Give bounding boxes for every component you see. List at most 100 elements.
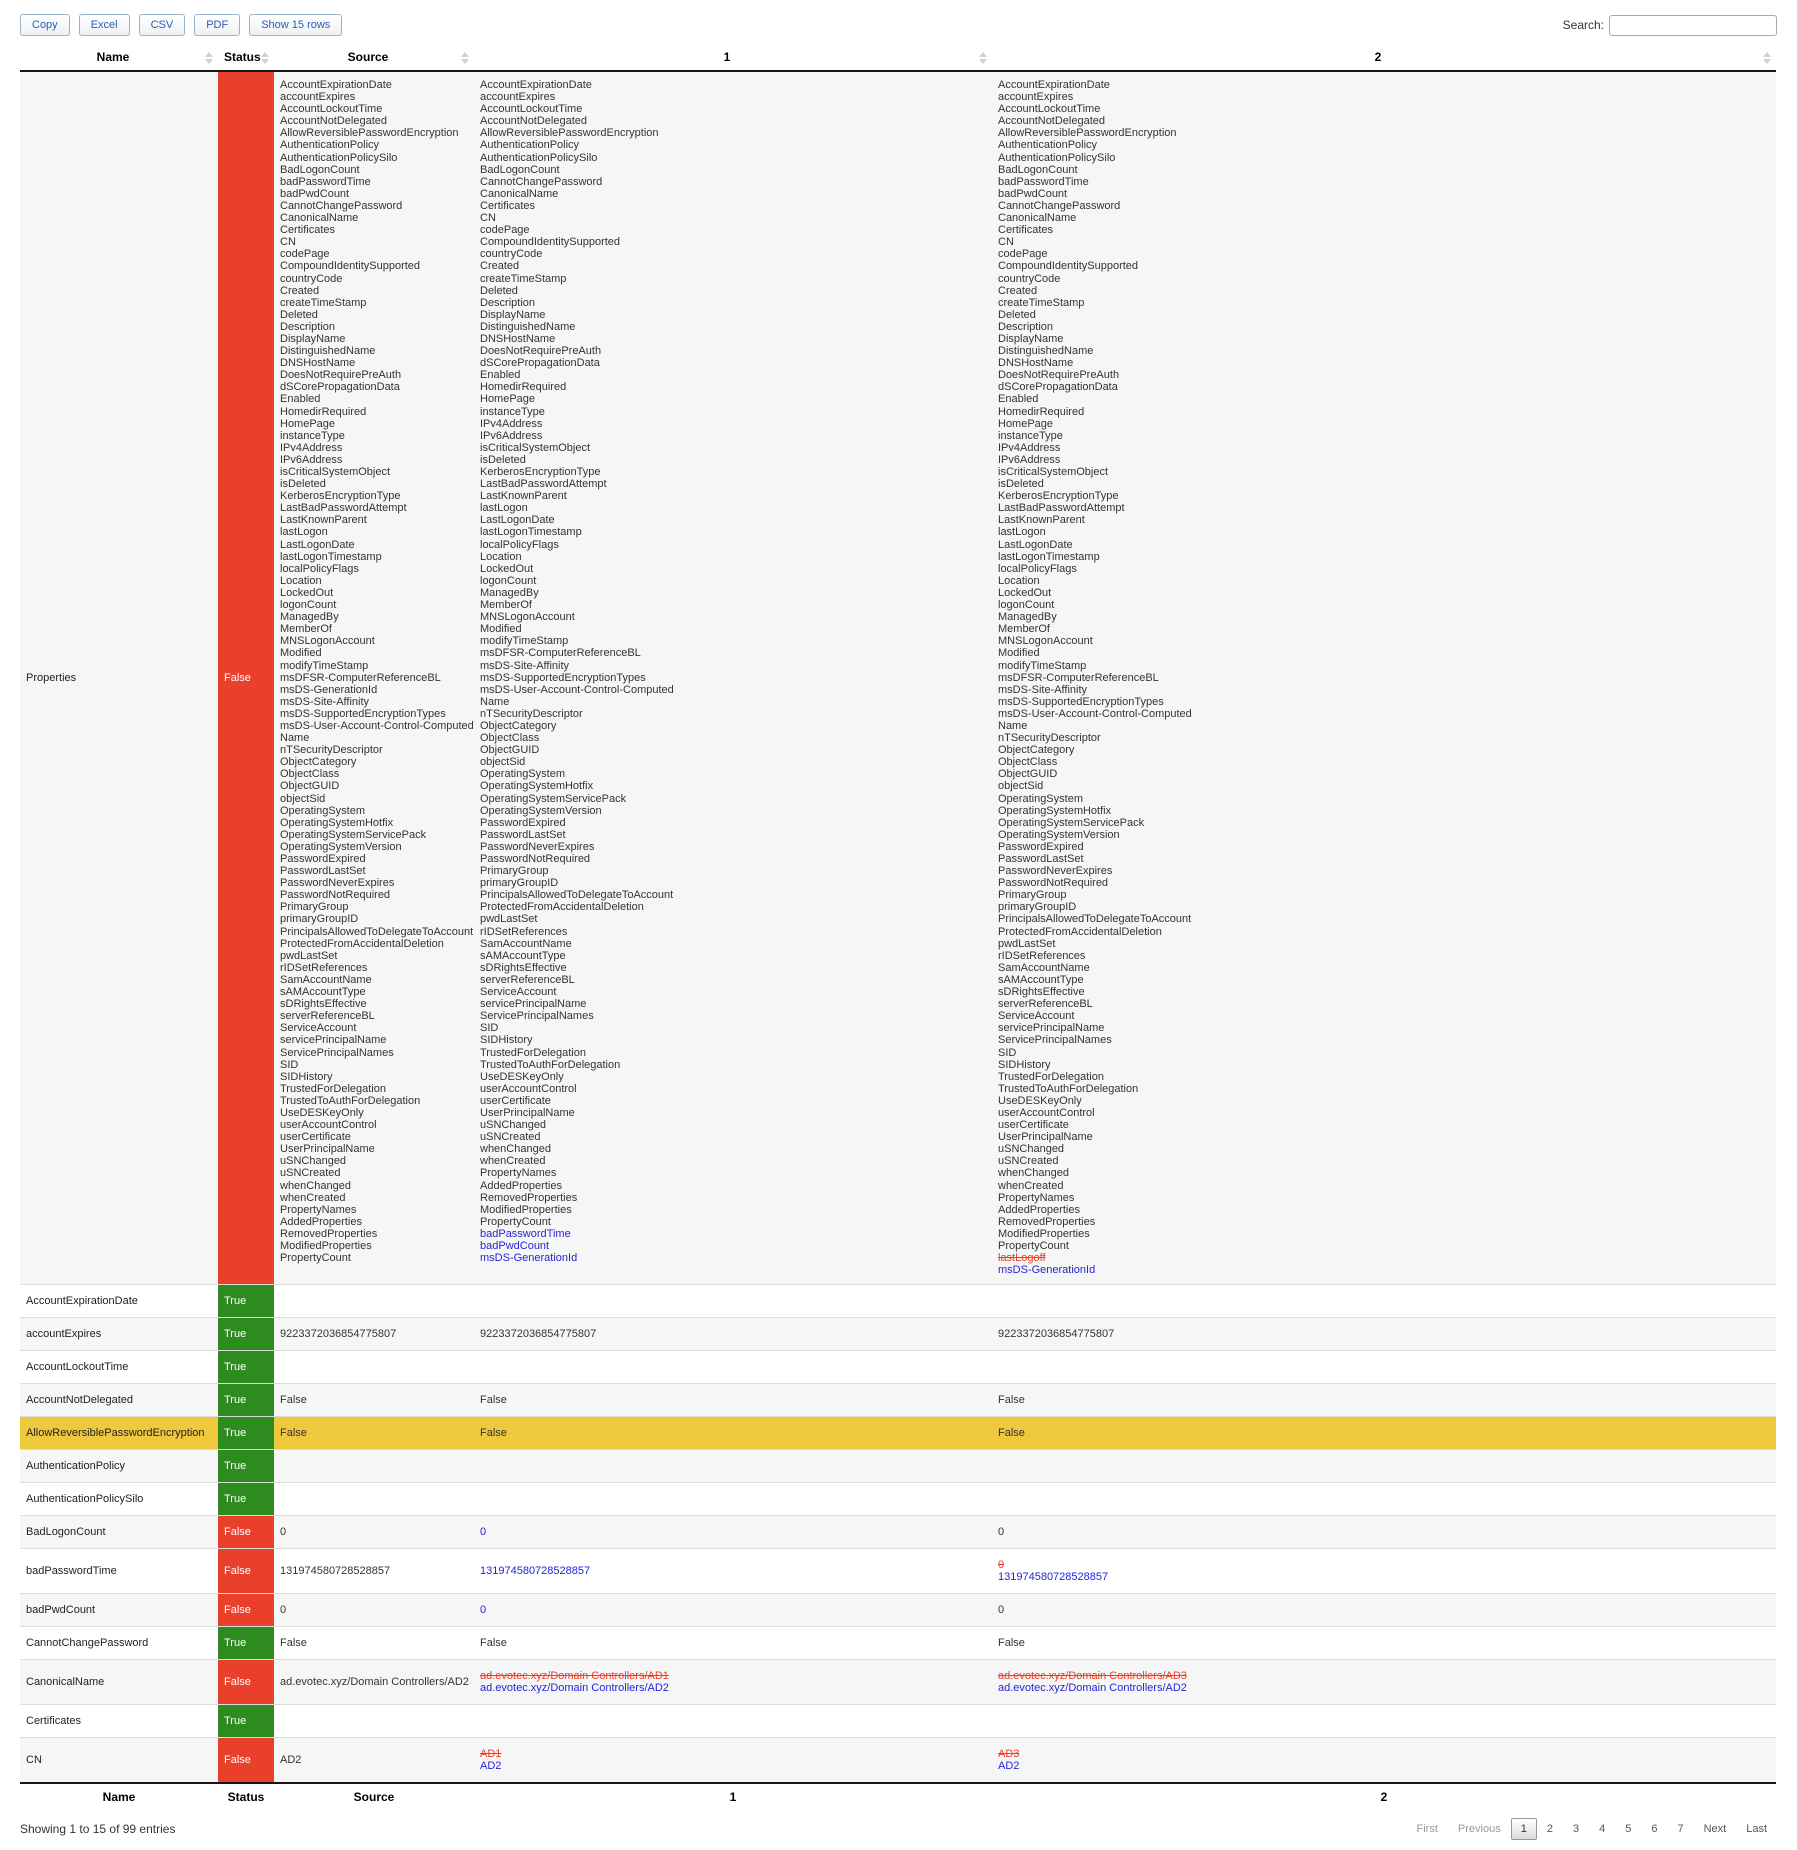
value-line: rIDSetReferences (480, 925, 568, 938)
value-line: Deleted (998, 308, 1036, 321)
value-line: False (480, 1637, 507, 1650)
table-row-certificates[interactable]: Certificates True (20, 1704, 1776, 1739)
page-button-first[interactable]: First (1416, 1823, 1438, 1836)
value-line: dSCorePropagationData (280, 381, 400, 394)
value-line: KerberosEncryptionType (480, 466, 601, 478)
value-line: Enabled (280, 393, 321, 406)
page-button-3[interactable]: 3 (1572, 1823, 1580, 1836)
page-button-7[interactable]: 7 (1677, 1823, 1684, 1836)
value-line: Certificates (480, 199, 536, 212)
table-row-badpwdcount[interactable]: badPwdCount False 0 0 0 (20, 1593, 1776, 1628)
table-row-badpasswordtime[interactable]: badPasswordTime False 131974580728528857 13… (20, 1548, 1776, 1595)
value-line: OperatingSystemVersion (280, 840, 402, 853)
status-cell: False (218, 1659, 274, 1706)
toolbar-button-pdf[interactable]: PDF (194, 14, 241, 36)
value-line: PasswordNotRequired (480, 853, 591, 865)
column-header-name[interactable]: Name (20, 46, 218, 72)
sort-icon[interactable] (461, 52, 469, 64)
table-row-accountexpirationdate[interactable]: AccountExpirationDate True (20, 1284, 1776, 1319)
column-header-2[interactable]: 2 (992, 46, 1776, 72)
table-row-properties[interactable]: Properties False AccountExpirationDate ac… (20, 71, 1776, 1286)
value-line: logonCount (480, 574, 537, 587)
page-button-previous[interactable]: Previous (1457, 1823, 1501, 1836)
page-button-2[interactable]: 2 (1546, 1823, 1553, 1836)
value-line: AccountExpirationDate (998, 79, 1110, 91)
value-line: PropertyNames (480, 1167, 557, 1180)
value-line: MNSLogonAccount (280, 635, 375, 648)
value-line: createTimeStamp (998, 296, 1085, 309)
value-line: OperatingSystemHotfix (280, 816, 394, 829)
table-row-authenticationpolicy[interactable]: AuthenticationPolicy True (20, 1449, 1776, 1484)
column-header-status[interactable]: Status (218, 46, 274, 72)
value-line: whenCreated (480, 1155, 546, 1168)
value-line: HomedirRequired (480, 381, 567, 394)
dc2-value-cell: 0 (992, 1515, 1776, 1550)
table-row-allowreversiblepasswordencryption[interactable]: AllowReversiblePasswordEncryption True Fal… (20, 1416, 1776, 1451)
value-line: PasswordLastSet (280, 865, 366, 878)
value-line: OperatingSystemVersion (480, 804, 602, 817)
value-line: UseDESKeyOnly (480, 1070, 564, 1083)
value-line: UseDESKeyOnly (280, 1106, 364, 1119)
value-line: createTimeStamp (280, 296, 367, 309)
table-row-cn[interactable]: CN False AD2 AD1 AD2 AD3 AD2 (20, 1737, 1776, 1784)
sort-icon[interactable] (261, 52, 269, 64)
value-line: Enabled (480, 369, 521, 382)
value-line: AccountExpirationDate (280, 79, 392, 91)
value-line: serverReferenceBL (480, 973, 575, 986)
search-input[interactable] (1609, 14, 1777, 36)
value-line: AllowReversiblePasswordEncryption (280, 127, 459, 140)
table-row-authenticationpolicysilo[interactable]: AuthenticationPolicySilo True (20, 1482, 1776, 1517)
table-row-canonicalname[interactable]: CanonicalName False ad.evotec.xyz/Domain C… (20, 1659, 1776, 1706)
added-value: AD2 (480, 1760, 502, 1773)
page-button-last[interactable]: Last (1746, 1823, 1767, 1836)
toolbar-button-csv[interactable]: CSV (138, 14, 186, 36)
page-button-next[interactable]: Next (1703, 1823, 1727, 1836)
value-line: False (280, 1637, 307, 1650)
name-cell: AuthenticationPolicy (20, 1449, 218, 1484)
table-row-badlogoncount[interactable]: BadLogonCount False 0 0 0 (20, 1515, 1776, 1550)
value-line: PasswordExpired (998, 840, 1084, 853)
toolbar-button-excel[interactable]: Excel (78, 14, 130, 36)
value-line: IPv4Address (998, 441, 1061, 454)
page-button-1[interactable]: 1 (1510, 1818, 1537, 1841)
table-row-accountnotdelegated[interactable]: AccountNotDelegated True False False False (20, 1383, 1776, 1418)
status-cell: True (218, 1626, 274, 1661)
value-line: CannotChangePassword (280, 199, 403, 212)
column-header-source[interactable]: Source (274, 46, 474, 72)
value-line: ManagedBy (998, 611, 1057, 624)
toolbar-button-show-15-rows[interactable]: Show 15 rows (249, 14, 343, 36)
page-button-5[interactable]: 5 (1625, 1823, 1632, 1836)
value-line: Certificates (998, 224, 1054, 237)
sort-icon[interactable] (1763, 52, 1771, 64)
dc1-value-cell (474, 1350, 992, 1385)
value-line: LastKnownParent (280, 514, 367, 527)
value-line: Description (480, 296, 536, 309)
column-header-1[interactable]: 1 (474, 46, 992, 72)
table-row-cannotchangepassword[interactable]: CannotChangePassword True False False False (20, 1626, 1776, 1661)
dc2-value-cell: False (992, 1383, 1776, 1418)
value-line: DistinguishedName (280, 345, 376, 358)
toolbar-button-copy[interactable]: Copy (20, 14, 70, 36)
page-button-4[interactable]: 4 (1599, 1823, 1606, 1836)
value-line: CN (480, 212, 496, 225)
table-row-accountlockouttime[interactable]: AccountLockoutTime True (20, 1350, 1776, 1385)
value-line: PasswordLastSet (480, 828, 566, 841)
table-row-accountexpires[interactable]: accountExpires True 9223372036854775807 922… (20, 1317, 1776, 1352)
page-button-6[interactable]: 6 (1651, 1823, 1658, 1836)
value-line: AuthenticationPolicySilo (480, 151, 598, 164)
sort-icon[interactable] (205, 52, 213, 64)
value-line: msDFSR-ComputerReferenceBL (280, 671, 441, 684)
name-cell: badPwdCount (20, 1593, 218, 1628)
sort-icon[interactable] (979, 52, 987, 64)
value-line: AccountExpirationDate (480, 79, 592, 91)
value-line: lastLogonTimestamp (280, 550, 382, 563)
value-line: DNSHostName (280, 357, 356, 370)
value-line: msDS-Site-Affinity (998, 683, 1088, 696)
value-line: UserPrincipalName (280, 1143, 375, 1156)
value-line: modifyTimeStamp (998, 659, 1087, 672)
added-value: ad.evotec.xyz/Domain Controllers/AD2 (480, 1682, 669, 1695)
value-line: lastLogon (480, 502, 528, 515)
value-line: sDRightsEffective (280, 998, 367, 1011)
dc2-value-cell: False (992, 1416, 1776, 1451)
value-line: nTSecurityDescriptor (998, 732, 1101, 745)
